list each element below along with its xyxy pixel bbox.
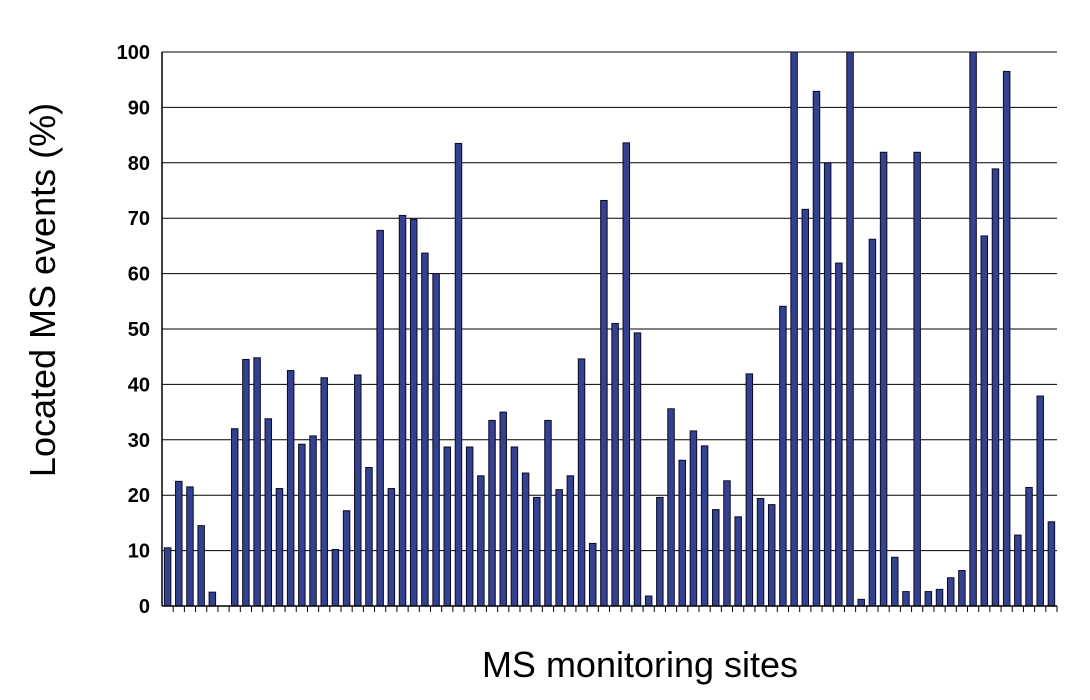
bar bbox=[499, 411, 507, 607]
bar bbox=[421, 252, 429, 607]
bar bbox=[186, 486, 194, 607]
bar bbox=[309, 435, 317, 607]
bar bbox=[342, 510, 351, 607]
bar bbox=[1002, 70, 1011, 607]
bar bbox=[376, 229, 384, 607]
bar bbox=[712, 509, 720, 607]
x-axis-title: MS monitoring sites bbox=[482, 644, 798, 685]
bar bbox=[275, 488, 284, 607]
bar bbox=[857, 598, 865, 607]
bar bbox=[566, 475, 575, 607]
bar bbox=[443, 446, 452, 607]
bar bbox=[544, 419, 552, 607]
bar bbox=[1025, 486, 1033, 607]
bar bbox=[667, 408, 675, 607]
bar bbox=[644, 595, 653, 607]
bar bbox=[790, 51, 798, 607]
y-tick-label: 30 bbox=[128, 430, 150, 452]
bar bbox=[846, 51, 854, 607]
y-tick-label: 20 bbox=[128, 485, 150, 507]
bar bbox=[477, 475, 485, 607]
bar bbox=[924, 591, 933, 607]
bar bbox=[488, 419, 496, 607]
bar bbox=[633, 332, 642, 607]
bar bbox=[678, 459, 686, 607]
bar bbox=[656, 496, 664, 607]
bar bbox=[902, 591, 910, 607]
bar bbox=[622, 142, 631, 607]
bar bbox=[175, 480, 183, 607]
bar bbox=[991, 168, 1000, 607]
bar bbox=[465, 446, 474, 607]
bars bbox=[163, 51, 1056, 607]
bar bbox=[331, 548, 340, 607]
bar bbox=[521, 472, 530, 607]
bar bbox=[555, 489, 563, 607]
bar bbox=[454, 142, 463, 607]
bar bbox=[611, 322, 619, 607]
bar bbox=[588, 542, 597, 607]
bar bbox=[230, 428, 239, 607]
bar bbox=[801, 208, 810, 607]
bar bbox=[913, 151, 921, 607]
y-tick-label: 10 bbox=[128, 541, 150, 563]
bar bbox=[1014, 534, 1022, 607]
bar bbox=[812, 90, 821, 607]
bar bbox=[208, 591, 217, 607]
bar bbox=[298, 443, 306, 607]
bar bbox=[980, 235, 989, 607]
y-tick-label: 70 bbox=[128, 208, 150, 230]
y-tick-label: 60 bbox=[128, 264, 150, 286]
y-tick-label: 90 bbox=[128, 97, 150, 119]
bar bbox=[823, 162, 832, 607]
bar bbox=[891, 556, 899, 607]
bar bbox=[197, 525, 205, 607]
bar bbox=[320, 377, 328, 607]
x-tick-marks bbox=[172, 606, 1058, 612]
bar bbox=[946, 577, 955, 607]
bar bbox=[354, 374, 362, 607]
bar bbox=[1036, 395, 1044, 607]
y-tick-label: 0 bbox=[139, 596, 150, 618]
bar bbox=[577, 358, 586, 607]
bar bbox=[600, 199, 608, 607]
bar bbox=[723, 480, 731, 607]
bar bbox=[756, 498, 765, 607]
bar bbox=[253, 357, 261, 607]
bar bbox=[286, 370, 295, 607]
bar bbox=[409, 218, 418, 607]
gridlines bbox=[162, 51, 1057, 552]
bar bbox=[868, 238, 877, 607]
y-tick-labels: 0 10 20 30 40 50 60 70 80 90 100 bbox=[117, 42, 150, 618]
bar bbox=[958, 570, 966, 607]
bar bbox=[700, 445, 709, 607]
bar bbox=[365, 467, 373, 607]
bar bbox=[734, 516, 742, 607]
y-tick-label: 40 bbox=[128, 374, 150, 396]
bar bbox=[689, 430, 698, 607]
bar bbox=[835, 262, 843, 607]
bar bbox=[432, 273, 440, 607]
bar bbox=[1047, 521, 1056, 607]
y-tick-label: 50 bbox=[128, 319, 150, 341]
bar bbox=[387, 488, 396, 607]
bar bbox=[398, 214, 407, 607]
bar bbox=[745, 373, 754, 607]
y-axis-title: Located MS events (%) bbox=[22, 103, 63, 477]
y-tick-label: 80 bbox=[128, 153, 150, 175]
bar bbox=[163, 547, 172, 607]
bar bbox=[264, 418, 273, 607]
bar bbox=[510, 446, 519, 607]
bar bbox=[935, 588, 944, 607]
y-tick-label: 100 bbox=[117, 42, 150, 64]
bar bbox=[242, 358, 250, 607]
bar bbox=[969, 51, 977, 607]
bar bbox=[767, 504, 776, 607]
bar bbox=[779, 305, 787, 607]
bar bbox=[533, 496, 541, 607]
bar bbox=[879, 151, 888, 607]
